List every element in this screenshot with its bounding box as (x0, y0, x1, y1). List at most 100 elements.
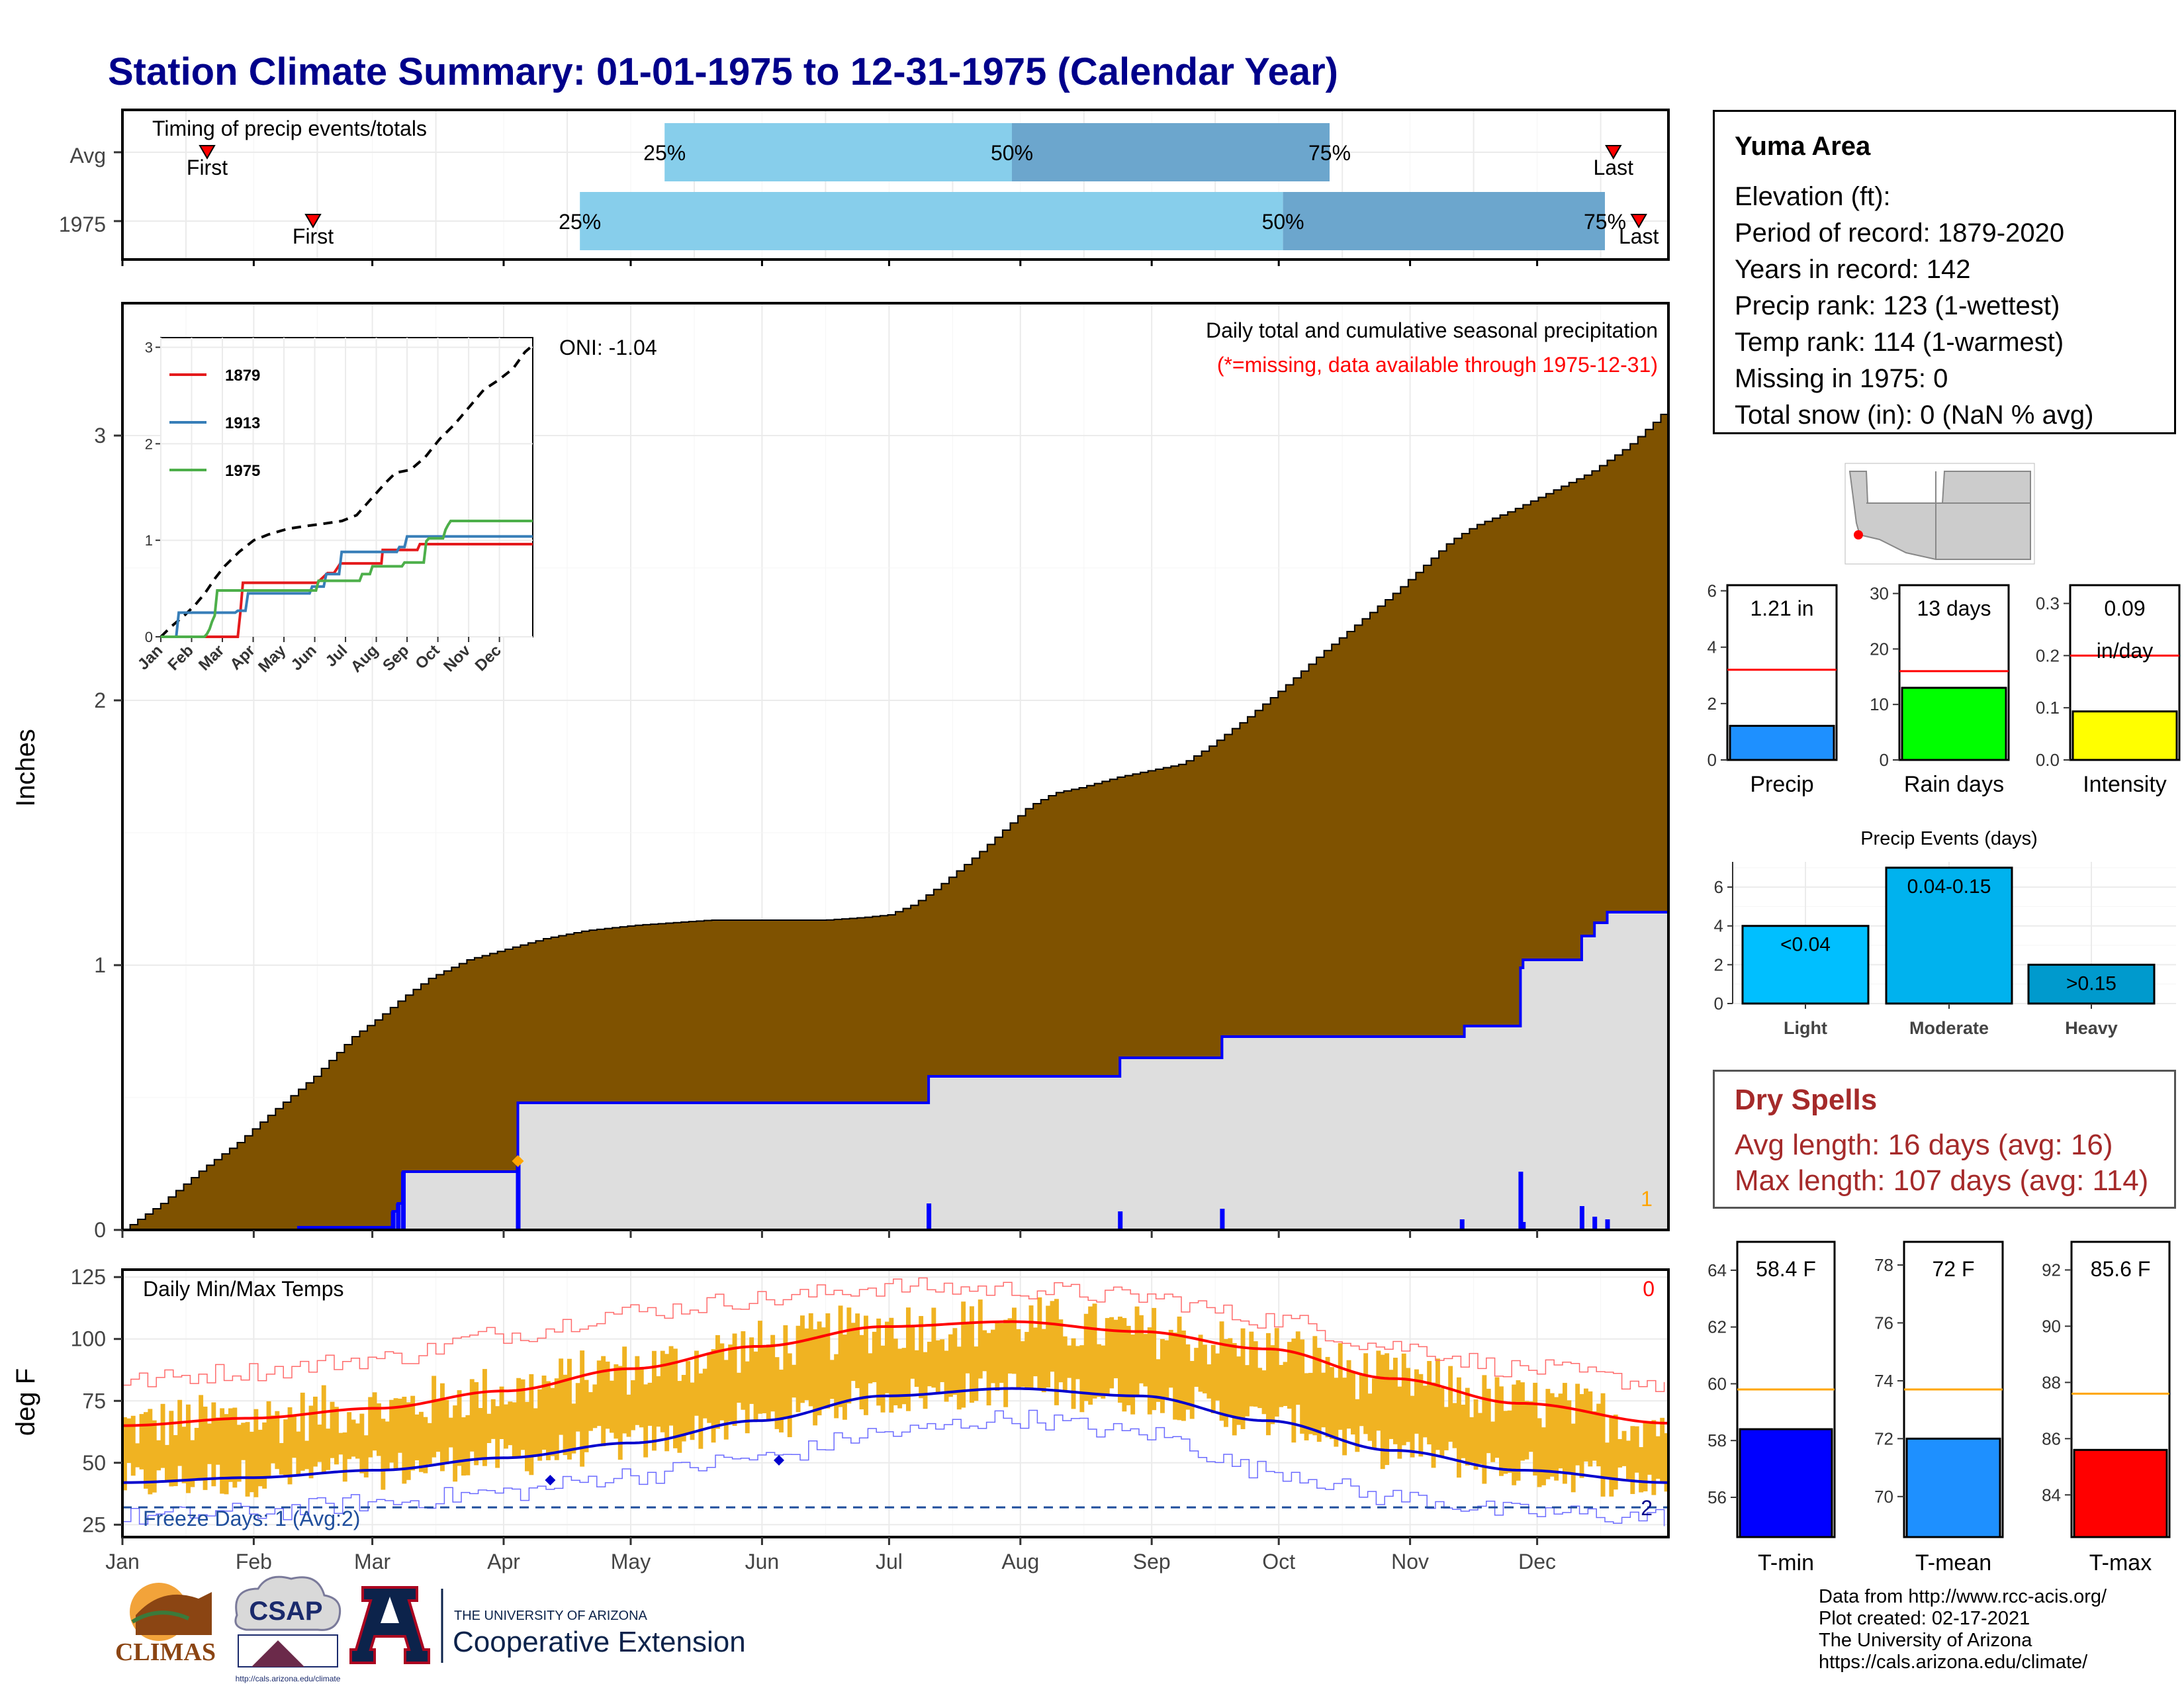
daily-temp-bar (1490, 1421, 1496, 1462)
daily-precip-bar (1459, 1219, 1465, 1230)
temp-y-axis-label: deg F (11, 1368, 40, 1436)
timing-avg-q75-label: 75% (1308, 141, 1351, 165)
page-title: Station Climate Summary: 01-01-1975 to 1… (108, 50, 1338, 93)
daily-temp-bar (186, 1404, 191, 1493)
daily-temp-bar (490, 1399, 496, 1439)
avg-max-line (122, 1320, 1669, 1427)
daily-temp-bar (1279, 1364, 1284, 1407)
station-elevation: Elevation (ft): (1735, 182, 1891, 211)
inset-series-1975-line (161, 520, 533, 638)
station-info-box: Yuma Area Elevation (ft): Period of reco… (1713, 110, 2176, 434)
daily-temp-bar (707, 1354, 712, 1423)
daily-temp-bar (224, 1414, 229, 1495)
timing-year-q25-label: 25% (559, 210, 601, 234)
temp-bar-t-max-y-tick-label: 86 (2042, 1429, 2061, 1448)
timing-avg-q50-label: 50% (991, 141, 1033, 165)
daily-temp-bar (461, 1417, 466, 1476)
daily-temp-bar (444, 1399, 449, 1464)
daily-temp-bar (1198, 1335, 1203, 1392)
station-marker (1854, 530, 1863, 539)
daily-temp-bar (347, 1412, 352, 1460)
daily-temp-bar (1240, 1328, 1246, 1429)
credits-source: Data from http://www.rcc-acis.org/ (1819, 1586, 2107, 1607)
daily-temp-bar (1397, 1386, 1402, 1459)
precip-y-axis-label: Inches (11, 729, 40, 807)
daily-temp-bar (402, 1396, 407, 1484)
daily-temp-bar (872, 1331, 877, 1383)
credits-date: Plot created: 02-17-2021 (1819, 1608, 2030, 1629)
ua-a-notch (381, 1597, 399, 1623)
daily-temp-bar (792, 1364, 797, 1398)
daily-temp-bar (144, 1412, 148, 1489)
precip-bar-precip-y-tick-label: 2 (1707, 694, 1717, 714)
precip-bar-intensity-y-tick-label: 0.0 (2036, 750, 2060, 770)
daily-temp-bar (1020, 1341, 1025, 1387)
timing-row-year: 1975 (59, 212, 106, 236)
daily-temp-bar (1164, 1340, 1169, 1400)
daily-temp-bar (944, 1350, 949, 1402)
timing-avg-q25-q50-bar (664, 123, 1012, 181)
daily-precip-bar (927, 1203, 932, 1230)
daily-temp-bar (1448, 1366, 1453, 1442)
daily-temp-bar (1342, 1378, 1347, 1456)
daily-temp-bar (991, 1329, 995, 1383)
daily-temp-bar (253, 1409, 259, 1497)
daily-temp-bar (1177, 1316, 1182, 1421)
daily-temp-bar (232, 1407, 238, 1488)
precip-y-tick-label: 3 (94, 424, 106, 447)
precip-summary-bars: 0 2 4 6 1.21 in Precip 0 10 20 30 13 days Rain days… (1707, 581, 2181, 797)
precip-bar-rain-days-y-tick-label: 0 (1880, 750, 1889, 770)
daily-temp-bar (758, 1321, 762, 1414)
daily-temp-bar (1596, 1403, 1602, 1467)
daily-temp-bar (1304, 1373, 1309, 1440)
daily-temp-bar (1118, 1316, 1122, 1403)
daily-temp-bar (241, 1423, 246, 1460)
climas-logo: CLIMAS (115, 1583, 216, 1666)
temp-bar-t-max-y-tick-label: 84 (2042, 1485, 2061, 1505)
daily-temp-bar (1401, 1353, 1406, 1446)
daily-temp-bar (923, 1352, 928, 1409)
daily-temp-bar (427, 1423, 432, 1464)
daily-temp-bar (342, 1432, 347, 1482)
daily-temp-bar (1050, 1301, 1055, 1372)
daily-temp-bar (414, 1414, 420, 1461)
daily-temp-bar (961, 1301, 966, 1408)
inset-y-tick-label: 2 (145, 436, 153, 452)
daily-temp-bar (546, 1381, 551, 1460)
daily-temp-bar (1626, 1440, 1631, 1479)
daily-temp-bar (982, 1330, 987, 1372)
daily-temp-bar (952, 1328, 958, 1395)
daily-temp-bar (1579, 1394, 1584, 1478)
daily-temp-bar (1351, 1371, 1355, 1435)
daily-temp-bar (1651, 1420, 1657, 1495)
daily-temp-bar (897, 1348, 903, 1409)
daily-temp-bar (1334, 1378, 1339, 1447)
daily-temp-bar (250, 1431, 254, 1493)
precip-bar-precip-y-tick-label: 6 (1707, 581, 1717, 601)
temp-y-tick-label: 50 (82, 1451, 106, 1475)
daily-temp-bar (1363, 1353, 1369, 1434)
daily-temp-bar (287, 1407, 293, 1485)
daily-temp-bar (1541, 1427, 1546, 1485)
daily-temp-bar (643, 1384, 649, 1458)
daily-temp-bar (1012, 1307, 1017, 1374)
daily-temp-bar (1287, 1342, 1292, 1409)
temp-panel-frame (121, 1268, 1670, 1538)
daily-temp-bar (927, 1341, 932, 1387)
credits-institution: The University of Arizona (1819, 1630, 2032, 1651)
daily-temp-bar (516, 1378, 522, 1457)
daily-temp-bar (160, 1403, 165, 1468)
daily-temp-bar (850, 1323, 856, 1382)
daily-temp-bar (504, 1404, 508, 1449)
daily-temp-bar (965, 1321, 970, 1374)
daily-temp-bar (880, 1345, 886, 1413)
temp-bar-t-max-y-tick-label: 90 (2042, 1316, 2061, 1336)
daily-temp-bar (453, 1405, 458, 1482)
daily-temp-bar (673, 1348, 678, 1448)
daily-temp-bar (1643, 1423, 1648, 1491)
month-tick-label: Feb (236, 1550, 272, 1573)
daily-temp-bar (1533, 1382, 1538, 1476)
timing-panel-frame (121, 109, 1670, 261)
dry-spells-avg: Avg length: 16 days (avg: 16) (1735, 1129, 2113, 1161)
